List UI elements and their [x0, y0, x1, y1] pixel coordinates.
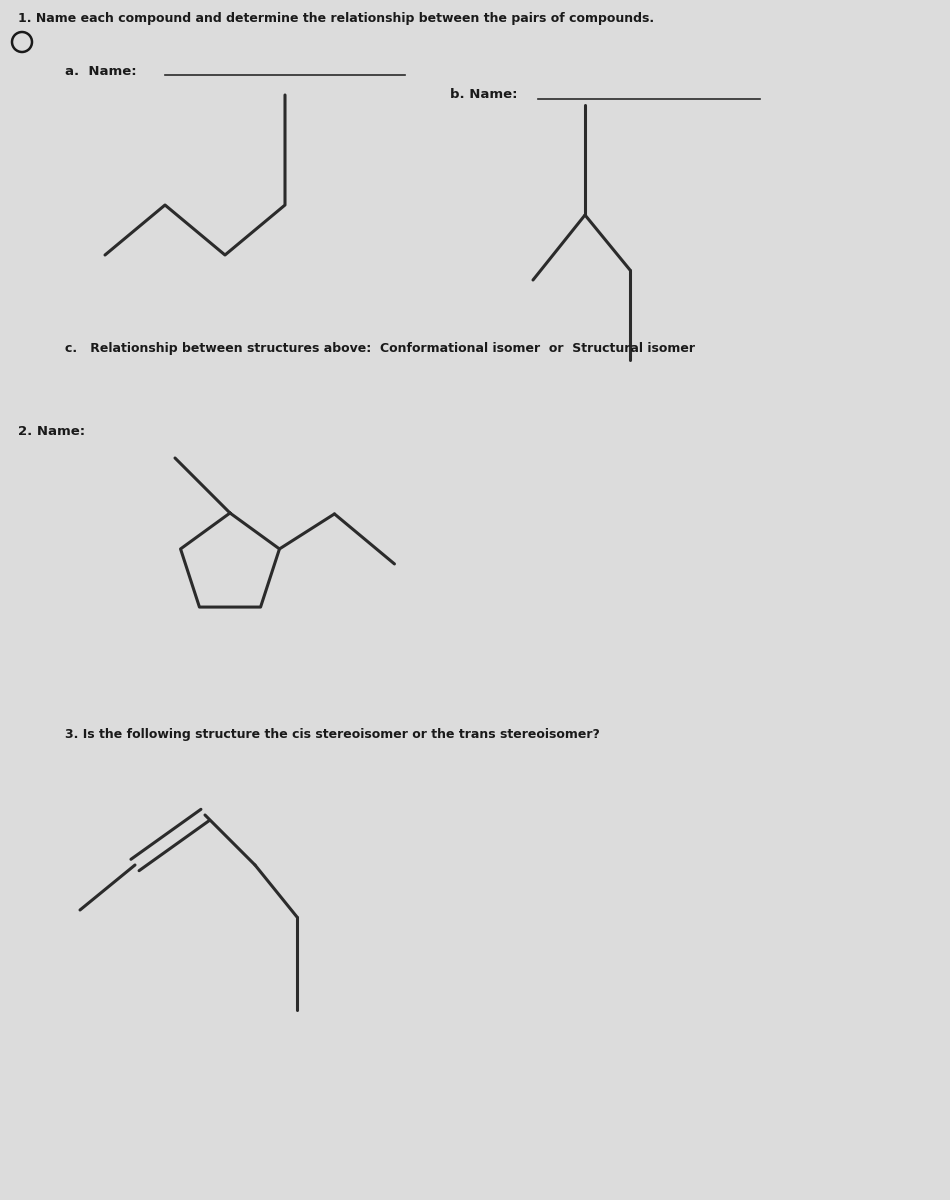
- Text: 2. Name:: 2. Name:: [18, 425, 85, 438]
- Text: a.  Name:: a. Name:: [65, 65, 137, 78]
- Text: 1. Name each compound and determine the relationship between the pairs of compou: 1. Name each compound and determine the …: [18, 12, 655, 25]
- Text: c.   Relationship between structures above:  Conformational isomer  or  Structur: c. Relationship between structures above…: [65, 342, 695, 355]
- Text: b. Name:: b. Name:: [450, 88, 518, 101]
- Text: 3. Is the following structure the cis stereoisomer or the trans stereoisomer?: 3. Is the following structure the cis st…: [65, 728, 599, 740]
